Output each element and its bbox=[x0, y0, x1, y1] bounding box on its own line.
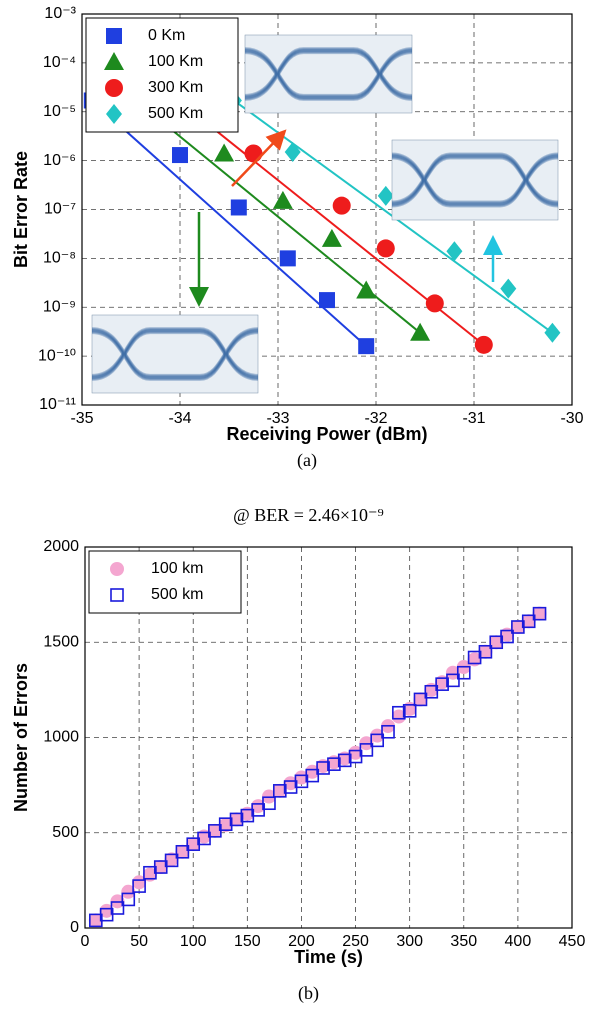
eye-diagram bbox=[245, 35, 412, 113]
legend-entry bbox=[110, 562, 124, 576]
x-tick-label: 0 bbox=[81, 933, 90, 950]
x-axis-title: Time (s) bbox=[294, 947, 363, 967]
y-tick-label: 10⁻¹⁰ bbox=[38, 347, 76, 364]
y-tick-label: 10⁻⁸ bbox=[43, 250, 76, 267]
y-tick-label: 1000 bbox=[43, 729, 79, 746]
legend-label: 500 Km bbox=[148, 105, 203, 122]
legend-label: 500 km bbox=[151, 586, 203, 603]
y-tick-label: 10⁻³ bbox=[44, 5, 76, 22]
legend-marker bbox=[105, 79, 123, 97]
chart-title: @ BER = 2.46×10⁻⁹ bbox=[233, 505, 384, 525]
marker bbox=[280, 250, 296, 266]
y-tick-label: 10⁻⁴ bbox=[43, 54, 76, 71]
caption: (a) bbox=[297, 450, 317, 471]
y-tick-label: 10⁻⁶ bbox=[43, 152, 76, 169]
marker bbox=[231, 199, 247, 215]
x-tick-label: -31 bbox=[462, 410, 485, 427]
marker bbox=[333, 197, 351, 215]
eye-background bbox=[245, 35, 412, 113]
x-tick-label: 150 bbox=[234, 933, 261, 950]
legend-label: 100 km bbox=[151, 560, 203, 577]
x-tick-label: 300 bbox=[396, 933, 423, 950]
marker bbox=[377, 239, 395, 257]
legend-label: 300 Km bbox=[148, 79, 203, 96]
x-tick-label: 100 bbox=[180, 933, 207, 950]
marker bbox=[358, 338, 374, 354]
legend-entry bbox=[106, 28, 122, 44]
legend-marker bbox=[106, 28, 122, 44]
legend-label: 100 Km bbox=[148, 53, 203, 70]
legend-label: 0 Km bbox=[148, 27, 185, 44]
legend-marker bbox=[110, 562, 124, 576]
marker bbox=[172, 147, 188, 163]
x-tick-label: -34 bbox=[168, 410, 191, 427]
marker bbox=[245, 144, 263, 162]
eye-diagram bbox=[392, 140, 558, 220]
legend-entry bbox=[105, 79, 123, 97]
x-tick-label: -30 bbox=[560, 410, 583, 427]
x-tick-label: 50 bbox=[130, 933, 148, 950]
eye-diagram bbox=[92, 315, 258, 393]
marker bbox=[426, 294, 444, 312]
y-tick-label: 0 bbox=[70, 919, 79, 936]
y-axis-title: Bit Error Rate bbox=[11, 151, 31, 268]
y-axis-title: Number of Errors bbox=[11, 663, 31, 812]
y-tick-label: 1500 bbox=[43, 633, 79, 650]
marker bbox=[319, 292, 335, 308]
x-tick-label: 350 bbox=[450, 933, 477, 950]
y-tick-label: 10⁻⁹ bbox=[43, 298, 76, 315]
caption: (b) bbox=[298, 983, 319, 1004]
figure: -35-34-33-32-31-3010⁻¹¹10⁻¹⁰10⁻⁹10⁻⁸10⁻⁷… bbox=[0, 0, 605, 1017]
y-tick-label: 10⁻⁵ bbox=[43, 103, 76, 120]
y-tick-label: 2000 bbox=[43, 538, 79, 555]
x-axis-title: Receiving Power (dBm) bbox=[226, 424, 427, 444]
y-tick-label: 500 bbox=[52, 824, 79, 841]
y-tick-label: 10⁻⁷ bbox=[44, 201, 76, 218]
marker bbox=[475, 336, 493, 354]
eye-background bbox=[392, 140, 558, 220]
x-tick-label: 450 bbox=[559, 933, 586, 950]
x-tick-label: 400 bbox=[505, 933, 532, 950]
eye-background bbox=[92, 315, 258, 393]
y-tick-label: 10⁻¹¹ bbox=[39, 396, 76, 413]
